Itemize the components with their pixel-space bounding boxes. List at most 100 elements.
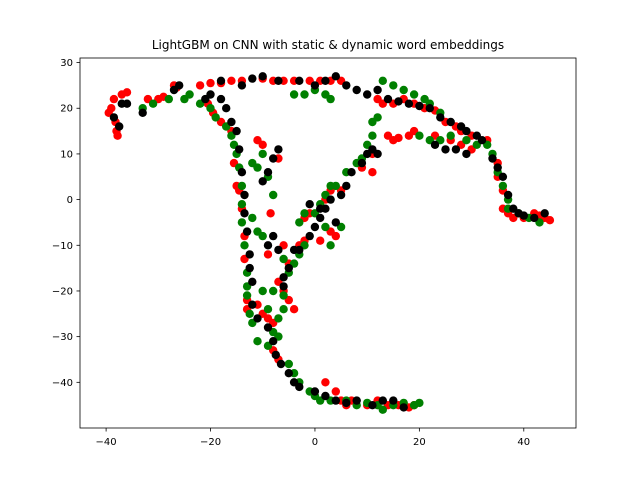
scatter-point [316, 204, 325, 213]
scatter-point [300, 90, 309, 99]
scatter-point [284, 263, 293, 273]
scatter-point [488, 154, 497, 163]
scatter-point [352, 396, 361, 405]
scatter-point [295, 382, 304, 392]
scatter-point [446, 117, 455, 127]
scatter-point [113, 131, 122, 140]
scatter-point [331, 72, 340, 81]
y-tick-label: 0 [67, 195, 73, 206]
scatter-point [451, 145, 461, 154]
scatter-point [242, 291, 252, 300]
scatter-point [284, 369, 293, 378]
scatter-point [498, 181, 508, 191]
scatter-point [258, 177, 267, 186]
scatter-point [415, 101, 424, 111]
scatter-point [305, 231, 314, 241]
scatter-point [253, 163, 262, 172]
scatter-point [373, 149, 382, 159]
scatter-point [357, 158, 367, 168]
scatter-point [316, 236, 325, 245]
scatter-point [342, 398, 351, 408]
scatter-point [237, 218, 247, 227]
scatter-point [409, 90, 419, 99]
scatter-point [519, 211, 528, 220]
scatter-point [109, 113, 119, 122]
scatter-point [363, 90, 372, 99]
scatter-point [222, 104, 231, 113]
scatter-point [326, 241, 335, 250]
scatter-point [331, 181, 340, 191]
y-tick-label: −40 [52, 378, 73, 389]
scatter-point [368, 117, 377, 127]
scatter-point [122, 88, 132, 97]
scatter-point [248, 300, 257, 309]
scatter-point [206, 90, 215, 99]
scatter-point [269, 286, 278, 296]
scatter-point [258, 149, 267, 159]
scatter-point [289, 305, 299, 314]
scatter-point [269, 231, 278, 241]
scatter-point [477, 136, 487, 145]
scatter-point [389, 396, 398, 405]
scatter-point [248, 74, 257, 83]
scatter-point [263, 323, 273, 332]
scatter-point [122, 99, 132, 108]
scatter-point [342, 81, 351, 90]
scatter-point [279, 273, 288, 282]
y-tick-label: −20 [52, 286, 73, 297]
scatter-point [310, 387, 320, 396]
scatter-point [263, 241, 273, 250]
scatter-point [545, 216, 555, 225]
x-tick-label: 40 [517, 437, 530, 448]
scatter-point [253, 314, 262, 323]
scatter-point [227, 117, 236, 127]
y-tick-label: 10 [60, 149, 73, 160]
scatter-point [430, 140, 440, 149]
scatter-point [368, 131, 377, 140]
scatter-point [245, 309, 254, 318]
scatter-point [394, 97, 403, 106]
scatter-point [253, 337, 262, 346]
scatter-point [279, 282, 288, 291]
scatter-point [242, 227, 252, 236]
x-tick-label: −20 [200, 437, 221, 448]
scatter-point [284, 359, 293, 369]
scatter-point [425, 104, 434, 113]
scatter-point [462, 136, 471, 145]
y-tick-label: −30 [52, 332, 73, 343]
scatter-point [274, 314, 283, 323]
scatter-point [258, 140, 267, 149]
axes: −40 −20 0 20 40 30 20 10 0 −10 −20 −30 −40 [52, 57, 577, 448]
scatter-point [274, 76, 283, 86]
scatter-point [164, 94, 173, 104]
scatter-point [195, 81, 205, 90]
scatter-point [276, 359, 286, 369]
scatter-point [175, 81, 184, 90]
scatter-point [248, 213, 257, 223]
x-tick-label: −40 [96, 437, 117, 448]
scatter-point [227, 76, 236, 86]
scatter-point [331, 218, 340, 227]
scatter-point [148, 99, 158, 108]
scatter-point [216, 76, 226, 86]
scatter-point [211, 113, 220, 122]
scatter-point [399, 403, 408, 412]
scatter-point [263, 168, 273, 177]
scatter-point [240, 241, 249, 250]
scatter-point [279, 291, 288, 300]
scatter-point [274, 145, 283, 154]
scatter-point [378, 396, 387, 405]
scatter-point [269, 154, 278, 163]
scatter-point [321, 222, 330, 232]
scatter-point [258, 231, 267, 241]
scatter-point [305, 200, 314, 209]
y-tick-label: −10 [52, 241, 73, 252]
scatter-point [279, 254, 288, 264]
scatter-point [378, 76, 387, 86]
scatter-point [240, 190, 249, 200]
scatter-point [258, 72, 267, 81]
scatter-point [237, 81, 247, 90]
scatter-point [206, 104, 215, 113]
scatter-point [206, 78, 215, 88]
